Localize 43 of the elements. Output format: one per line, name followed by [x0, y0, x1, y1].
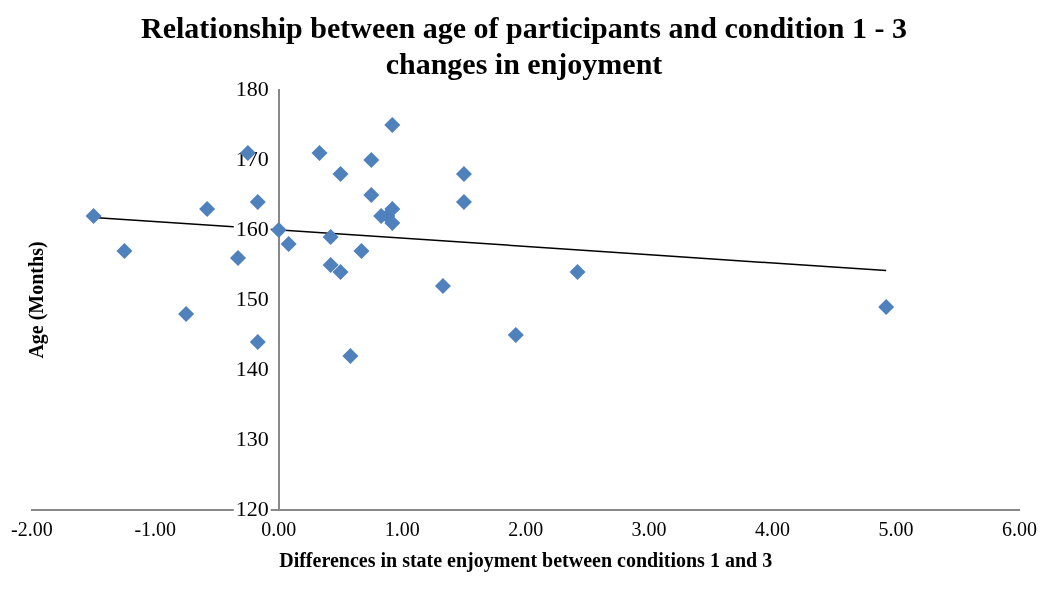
- x-tick-label: 6.00: [1002, 518, 1037, 541]
- point: [322, 229, 339, 245]
- point: [199, 201, 216, 217]
- point: [116, 243, 133, 259]
- point: [322, 257, 339, 273]
- y-tick-label: 150: [235, 285, 269, 311]
- y-tick-label: 120: [235, 495, 269, 521]
- x-tick-label: 4.00: [755, 518, 791, 541]
- point: [434, 278, 451, 294]
- point: [270, 222, 287, 238]
- point: [455, 166, 472, 182]
- point: [363, 152, 380, 168]
- point: [384, 215, 401, 231]
- point: [230, 250, 247, 266]
- point: [332, 264, 349, 280]
- x-tick-label: 3.00: [631, 518, 667, 541]
- point: [311, 145, 328, 161]
- point: [178, 306, 195, 322]
- point: [878, 299, 895, 315]
- point: [342, 348, 359, 364]
- y-tick-label: 160: [235, 215, 269, 241]
- point: [363, 187, 380, 203]
- point: [507, 327, 524, 343]
- point: [249, 334, 266, 350]
- x-axis-title: Differences in state enjoyment between conditions 1 and 3: [279, 549, 773, 573]
- point: [332, 166, 349, 182]
- x-tick-label: 1.00: [384, 518, 420, 541]
- x-tick-label: 2.00: [508, 518, 544, 541]
- point: [85, 208, 102, 224]
- y-tick-label: 130: [235, 425, 269, 451]
- y-axis-title: Age (Months): [25, 241, 49, 359]
- point: [455, 194, 472, 210]
- point: [569, 264, 586, 280]
- point: [353, 243, 370, 259]
- y-tick-label: 140: [235, 355, 269, 381]
- x-tick-label: -2.00: [10, 518, 53, 541]
- point: [384, 117, 401, 133]
- point: [384, 201, 401, 217]
- x-tick-label: 5.00: [878, 518, 914, 541]
- x-tick-label: -1.00: [134, 518, 177, 541]
- point: [280, 236, 297, 252]
- x-tick-label: 0.00: [261, 518, 297, 541]
- point: [249, 194, 266, 210]
